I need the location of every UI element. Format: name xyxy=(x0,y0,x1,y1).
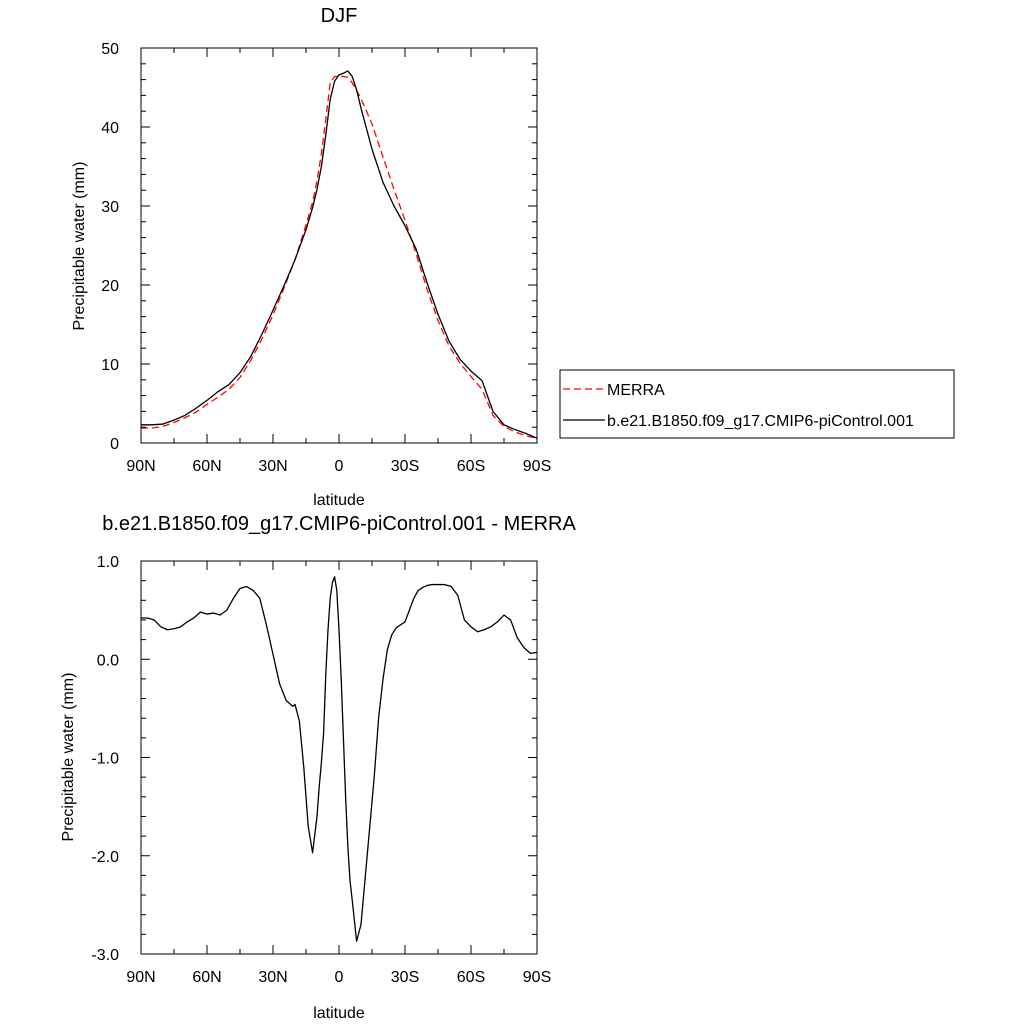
bottom-plot-area: 90N 60N 30N 0 30S 60S 90S 1.0 0.0 -1.0 -2.0 -3.0 xyxy=(91,554,551,986)
top-chart-title: DJF xyxy=(321,5,358,27)
top-x-axis-label: latitude xyxy=(313,492,365,509)
legend-label-merra: MERRA xyxy=(607,382,665,399)
bottom-x-tick-label: 0 xyxy=(335,969,344,986)
top-y-axis-label: Precipitable water (mm) xyxy=(71,162,88,331)
bottom-series-line-0 xyxy=(141,576,538,942)
top-x-tick-label: 60N xyxy=(192,458,221,475)
bottom-chart-title: b.e21.B1850.f09_g17.CMIP6-piControl.001 … xyxy=(102,513,576,535)
bottom-x-tick-label: 60S xyxy=(457,969,485,986)
top-series-line-1 xyxy=(141,70,538,439)
bottom-y-tick-label: 0.0 xyxy=(97,652,119,669)
top-y-tick-label: 10 xyxy=(101,357,119,374)
top-y-tick-label: 50 xyxy=(101,41,119,58)
bottom-panel: b.e21.B1850.f09_g17.CMIP6-piControl.001 … xyxy=(60,513,576,1022)
legend: MERRA b.e21.B1850.f09_g17.CMIP6-piContro… xyxy=(559,369,955,439)
bottom-x-axis-label: latitude xyxy=(313,1005,365,1022)
top-y-tick-label: 0 xyxy=(110,436,119,453)
bottom-y-tick-label: -3.0 xyxy=(91,947,119,964)
top-x-tick-label: 30S xyxy=(391,458,419,475)
top-series-line-0 xyxy=(141,75,538,439)
top-x-tick-label: 90S xyxy=(523,458,551,475)
legend-box xyxy=(559,369,955,439)
top-x-tick-label: 30N xyxy=(258,458,287,475)
bottom-x-tick-label: 90N xyxy=(126,969,155,986)
top-y-tick-label: 40 xyxy=(101,120,119,137)
top-panel: DJF 90N 60N 30N 0 30S 60S 90S 0 10 20 30 40 50 latit… xyxy=(71,5,955,509)
bottom-x-tick-label: 60N xyxy=(192,969,221,986)
bottom-x-tick-label: 30N xyxy=(258,969,287,986)
bottom-y-axis-label: Precipitable water (mm) xyxy=(60,673,77,842)
bottom-x-tick-label: 90S xyxy=(523,969,551,986)
top-x-tick-label: 60S xyxy=(457,458,485,475)
top-x-tick-label: 90N xyxy=(126,458,155,475)
bottom-x-tick-label: 30S xyxy=(391,969,419,986)
top-x-tick-label: 0 xyxy=(335,458,344,475)
top-plot-area: 90N 60N 30N 0 30S 60S 90S 0 10 20 30 40 50 xyxy=(101,41,551,475)
bottom-y-tick-label: -1.0 xyxy=(91,751,119,768)
top-y-tick-label: 30 xyxy=(101,199,119,216)
legend-label-model: b.e21.B1850.f09_g17.CMIP6-piControl.001 xyxy=(607,413,914,430)
top-y-tick-label: 20 xyxy=(101,278,119,295)
bottom-y-tick-label: 1.0 xyxy=(97,554,119,571)
bottom-y-tick-label: -2.0 xyxy=(91,849,119,866)
